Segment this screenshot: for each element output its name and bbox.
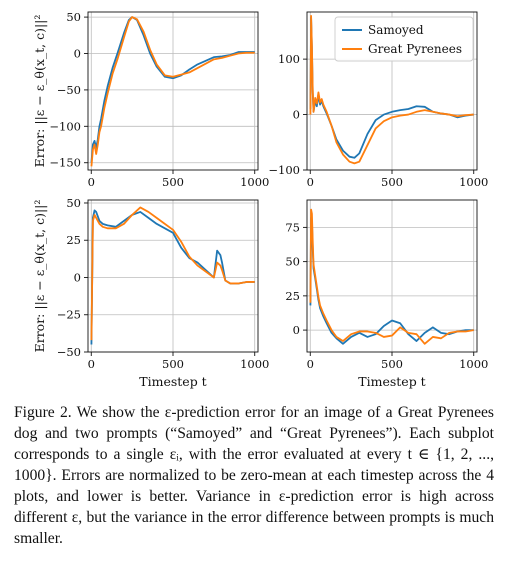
y-tick-label: 25 [66,233,81,247]
y-axis-label: Error: ||ε − ε_θ(x_t, c)||² [32,15,47,168]
x-tick-label: 500 [381,175,403,189]
y-tick-label: 100 [278,52,300,66]
series-line-samoyed [90,209,255,345]
subplot-1: 0 500 1000 −150 −100 −50 0 50 Error: ||ε − ε_θ(x… [32,10,269,189]
series-line-samoyed [90,16,255,163]
y-tick-label: −50 [57,345,81,359]
y-tick-label: −50 [57,83,81,97]
series-line-great-pyrenees [90,206,255,341]
y-tick-label: 0 [74,47,81,61]
x-tick-label: 1000 [240,175,269,189]
series-line-great-pyrenees [309,14,474,165]
x-tick-label: 1000 [459,357,488,371]
y-tick-label: −150 [49,156,81,170]
legend-box [334,16,474,62]
y-tick-label: −100 [49,119,81,133]
x-tick-label: 500 [162,175,184,189]
subplot-4: 0 500 1000 0 25 50 75 Timestep t [285,199,488,389]
y-tick-label: −100 [268,163,300,177]
x-tick-label: 0 [88,357,95,371]
legend: Samoyed Great Pyrenees [334,16,474,62]
y-tick-label: 0 [293,323,300,337]
y-tick-label: 50 [66,196,81,210]
x-axis-label: Timestep t [139,374,206,389]
y-tick-label: 0 [74,270,81,284]
subplot-2: 0 500 1000 −100 0 100 Samoyed Great Pyrenees [268,11,488,189]
x-tick-label: 0 [88,175,95,189]
y-tick-label: 50 [66,10,81,24]
figure: 0 500 1000 −150 −100 −50 0 50 Error: ||ε − ε_θ(x… [32,10,488,389]
series-line-great-pyrenees [90,16,255,167]
x-tick-label: 500 [381,357,403,371]
figure-caption: Figure 2. We show the ε-prediction error… [14,404,494,547]
x-tick-label: 1000 [459,175,488,189]
x-tick-label: 0 [307,357,314,371]
legend-entry: Great Pyrenees [368,42,462,56]
y-tick-label: −25 [57,308,81,322]
legend-entry: Samoyed [368,23,424,37]
y-tick-label: 50 [285,255,300,269]
series-line-great-pyrenees [309,208,474,345]
y-tick-label: 25 [285,289,300,303]
x-tick-label: 1000 [240,357,269,371]
y-axis-label: Error: ||ε − ε_θ(x_t, c)||² [32,200,47,353]
x-tick-label: 0 [307,175,314,189]
x-tick-label: 500 [162,357,184,371]
y-tick-label: 0 [293,108,300,122]
subplot-3: 0 500 1000 −50 −25 0 25 50 Timestep t Error: ||ε … [32,196,269,389]
y-tick-label: 75 [285,220,300,234]
x-axis-label: Timestep t [358,374,425,389]
